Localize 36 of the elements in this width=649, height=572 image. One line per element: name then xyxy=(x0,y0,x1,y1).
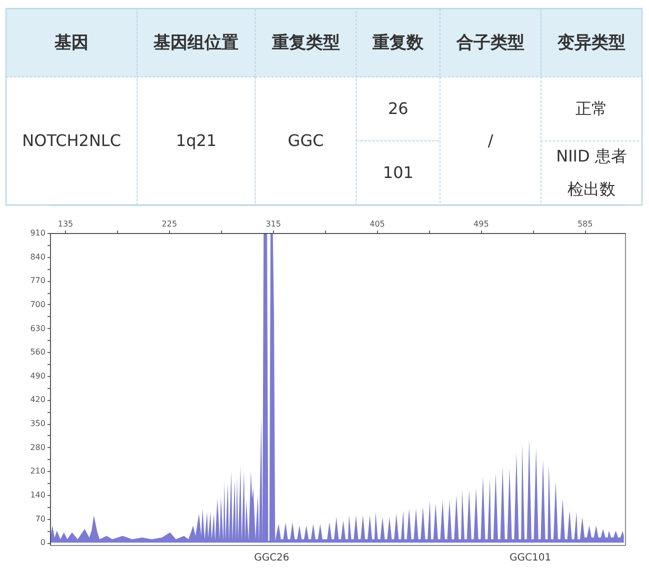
category-label: 变异类型 xyxy=(556,32,626,53)
y-tick-label: 910 xyxy=(30,228,46,238)
x-tick-label: 495 xyxy=(474,220,489,228)
y-tick-label: 140 xyxy=(30,490,46,500)
y-tick-label: 630 xyxy=(30,324,46,333)
text: NIID 患者检出数 xyxy=(556,146,627,198)
y-tick-label: 420 xyxy=(30,395,46,404)
x-tick-label: 225 xyxy=(162,220,178,228)
annotation: GGC26 xyxy=(254,552,290,564)
text: GGC xyxy=(288,131,324,150)
y-tick-label: 560 xyxy=(30,348,46,357)
text: 正常 xyxy=(576,99,608,118)
annotation: GGC101 xyxy=(510,552,552,564)
text: / xyxy=(488,131,494,150)
y-tick-label: 350 xyxy=(30,419,46,428)
text: NOTCH2NLC xyxy=(22,131,122,150)
y-tick-label: 70 xyxy=(35,514,46,524)
text: 1q21 xyxy=(176,131,217,150)
x-tick-label: 585 xyxy=(577,220,593,228)
text: 101 xyxy=(382,163,414,182)
x-tick-label: 315 xyxy=(266,220,281,228)
y-tick-label: 280 xyxy=(30,442,46,452)
y-tick-label: 490 xyxy=(30,371,46,380)
category-label: 重复数 xyxy=(372,32,425,53)
text: 26 xyxy=(388,99,408,118)
y-tick-label: 210 xyxy=(30,466,46,476)
y-tick-label: 700 xyxy=(30,300,46,309)
y-tick-label: 770 xyxy=(30,276,46,286)
y-tick-label: 840 xyxy=(30,252,46,262)
category-label: 重复类型 xyxy=(270,32,340,53)
category-label: 基因组位置 xyxy=(152,32,239,53)
x-tick-label: 135 xyxy=(58,220,74,228)
x-tick-label: 405 xyxy=(370,220,385,228)
y-tick-label: 0 xyxy=(40,538,46,548)
category-label: 合子类型 xyxy=(456,32,525,53)
category-label: 基因 xyxy=(54,32,89,53)
